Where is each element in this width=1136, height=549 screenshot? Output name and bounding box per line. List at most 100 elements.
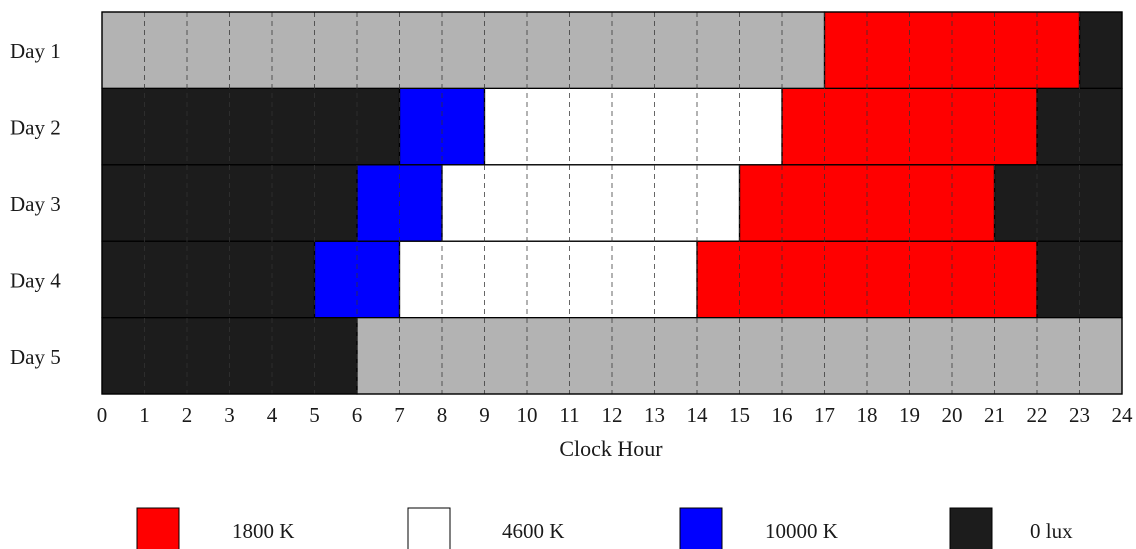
cell-day2-hour6 — [357, 88, 400, 165]
cell-day1-hour18 — [867, 12, 910, 89]
cell-day4-hour18 — [867, 241, 910, 318]
cell-day2-hour15 — [739, 88, 782, 165]
legend-label-3: 0 lux — [1030, 519, 1073, 543]
cell-day1-hour9 — [484, 12, 527, 89]
row-label-day2: Day 2 — [10, 116, 61, 140]
cell-day5-hour7 — [399, 317, 442, 394]
cell-day4-hour9 — [484, 241, 527, 318]
cell-day1-hour20 — [952, 12, 995, 89]
legend: 1800 K 4600 K 10000 K 0 lux — [136, 507, 1073, 549]
x-tick-label-0: 0 — [97, 403, 108, 427]
cell-day5-hour11 — [569, 317, 612, 394]
cell-day3-hour9 — [484, 164, 527, 242]
cell-day2-hour16 — [782, 88, 825, 165]
cell-day1-hour2 — [187, 12, 230, 89]
cell-day1-hour10 — [527, 12, 570, 89]
cell-day3-hour18 — [867, 164, 910, 242]
cell-day4-hour16 — [782, 241, 825, 318]
cell-day4-hour5 — [314, 241, 357, 318]
cell-day2-hour20 — [952, 88, 995, 165]
cell-day2-hour7 — [399, 88, 442, 165]
cell-day2-hour4 — [272, 88, 315, 165]
cell-day1-hour21 — [994, 12, 1037, 89]
cell-day2-hour11 — [569, 88, 612, 165]
cell-day5-hour6 — [357, 317, 400, 394]
cell-day5-hour22 — [1037, 317, 1080, 394]
x-tick-label-12: 12 — [602, 403, 623, 427]
legend-swatch-2 — [679, 507, 723, 549]
cell-day2-hour0 — [102, 88, 145, 165]
row-label-day3: Day 3 — [10, 192, 61, 216]
cell-day3-hour2 — [187, 164, 230, 242]
cell-day3-hour21 — [994, 164, 1037, 242]
cell-day5-hour5 — [314, 317, 357, 394]
x-tick-label-16: 16 — [772, 403, 793, 427]
cell-day4-hour22 — [1037, 241, 1080, 318]
legend-label-2: 10000 K — [765, 519, 838, 543]
cell-day3-hour1 — [144, 164, 187, 242]
cell-day2-hour14 — [697, 88, 740, 165]
cell-day2-hour21 — [994, 88, 1037, 165]
cell-day3-hour23 — [1079, 164, 1122, 242]
cells-layer — [102, 12, 1122, 394]
cell-day4-hour13 — [654, 241, 697, 318]
cell-day5-hour3 — [229, 317, 272, 394]
x-tick-label-21: 21 — [984, 403, 1005, 427]
cell-day1-hour7 — [399, 12, 442, 89]
cell-day3-hour12 — [612, 164, 655, 242]
cell-day5-hour23 — [1079, 317, 1122, 394]
cell-day4-hour1 — [144, 241, 187, 318]
cell-day3-hour20 — [952, 164, 995, 242]
cell-day3-hour4 — [272, 164, 315, 242]
cell-day1-hour0 — [102, 12, 145, 89]
x-tick-label-5: 5 — [309, 403, 320, 427]
cell-day1-hour8 — [442, 12, 485, 89]
cell-day2-hour12 — [612, 88, 655, 165]
cell-day5-hour4 — [272, 317, 315, 394]
cell-day1-hour1 — [144, 12, 187, 89]
cell-day4-hour20 — [952, 241, 995, 318]
cell-day3-hour13 — [654, 164, 697, 242]
cell-day1-hour12 — [612, 12, 655, 89]
cell-day2-hour10 — [527, 88, 570, 165]
x-tick-label-11: 11 — [559, 403, 579, 427]
cell-day3-hour5 — [314, 164, 357, 242]
cell-day5-hour21 — [994, 317, 1037, 394]
row-labels: Day 1 Day 2 Day 3 Day 4 Day 5 — [10, 39, 61, 369]
cell-day4-hour23 — [1079, 241, 1122, 318]
cell-day3-hour11 — [569, 164, 612, 242]
cell-day5-hour19 — [909, 317, 952, 394]
cell-day2-hour23 — [1079, 88, 1122, 165]
legend-label-0: 1800 K — [232, 519, 294, 543]
cell-day2-hour18 — [867, 88, 910, 165]
cell-day5-hour17 — [824, 317, 867, 394]
legend-swatch-1 — [407, 507, 451, 549]
cell-day3-hour19 — [909, 164, 952, 242]
plot-frame — [101, 11, 1123, 395]
cell-day1-hour13 — [654, 12, 697, 89]
x-axis-title: Clock Hour — [559, 436, 663, 461]
cell-day4-hour21 — [994, 241, 1037, 318]
cell-day1-hour11 — [569, 12, 612, 89]
cell-day4-hour7 — [399, 241, 442, 318]
cell-day4-hour14 — [697, 241, 740, 318]
cell-day4-hour3 — [229, 241, 272, 318]
cell-day4-hour10 — [527, 241, 570, 318]
x-tick-label-3: 3 — [224, 403, 235, 427]
cell-day2-hour22 — [1037, 88, 1080, 165]
cell-day2-hour1 — [144, 88, 187, 165]
cell-day2-hour13 — [654, 88, 697, 165]
cell-day4-hour12 — [612, 241, 655, 318]
cell-day3-hour10 — [527, 164, 570, 242]
cell-day2-hour17 — [824, 88, 867, 165]
cell-day4-hour2 — [187, 241, 230, 318]
x-tick-label-14: 14 — [687, 403, 709, 427]
x-tick-label-20: 20 — [942, 403, 963, 427]
x-tick-label-7: 7 — [394, 403, 405, 427]
cell-day4-hour4 — [272, 241, 315, 318]
cell-day5-hour13 — [654, 317, 697, 394]
cell-day4-hour0 — [102, 241, 145, 318]
x-tick-label-22: 22 — [1027, 403, 1048, 427]
cell-day3-hour3 — [229, 164, 272, 242]
